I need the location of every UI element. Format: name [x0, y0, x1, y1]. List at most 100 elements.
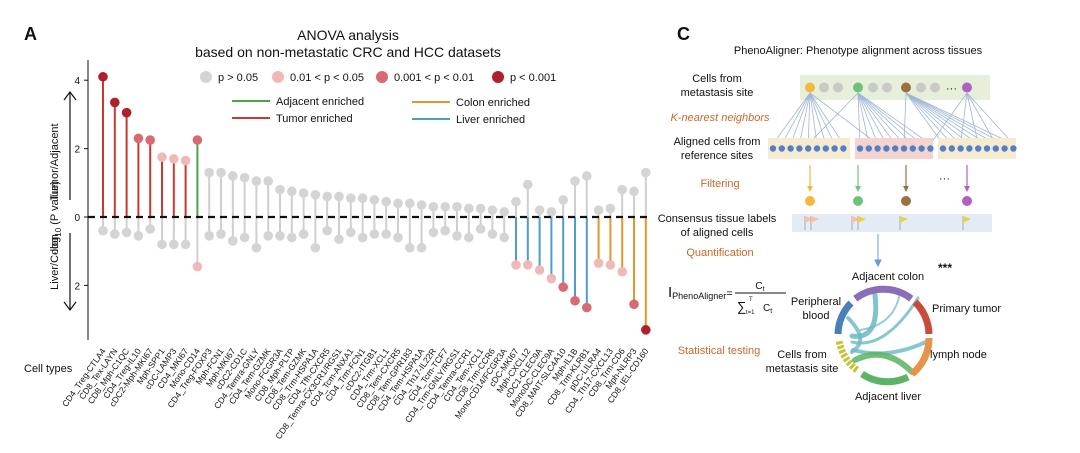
knn-line	[966, 92, 997, 145]
lollipop-point-down	[346, 227, 356, 238]
lollipop-point-up	[617, 184, 627, 195]
chord-label-peripheral-blood-line1: Peripheral	[791, 296, 841, 308]
lollipop-point-down	[546, 273, 557, 284]
lollipop-point-down	[204, 231, 214, 241]
lollipop-point-up	[534, 205, 545, 215]
lollipop-point-up	[416, 200, 427, 210]
lollipop-point-up	[157, 152, 167, 162]
lollipop-point-up	[239, 172, 250, 183]
chord-label-metastasis-line1: Cells from	[777, 349, 827, 361]
ribbon-to-peripheral-blood	[846, 316, 862, 354]
aligned-cell-dot	[983, 145, 991, 152]
knn-line	[903, 92, 907, 145]
chord-label-primary-tumor: Primary tumor	[932, 303, 1001, 315]
lollipop-point-up	[381, 196, 392, 207]
knn-line	[905, 92, 988, 145]
lollipop-point-up	[287, 186, 297, 197]
knn-line	[790, 92, 811, 145]
knn-line	[809, 92, 835, 145]
lollipop-point-down	[499, 232, 510, 243]
lollipop-point-down	[110, 229, 120, 239]
chord-label-metastasis-line2: metastasis site	[766, 363, 839, 375]
arc-primary-tumor	[912, 299, 933, 335]
lollipop-point-up	[334, 191, 344, 202]
enrichment-legend: Adjacent enriched Tumor enriched Colon e…	[232, 96, 530, 126]
lollipop-point-down	[133, 231, 144, 241]
consensus-label-line1: Consensus tissue labels	[658, 213, 777, 225]
lollipop-point-down	[416, 242, 427, 253]
x-tick-labels: CD4_Treg-CTLA4CD8_Tex-LAYNCD8_Mph-C1QCCD…	[60, 346, 651, 441]
flag	[900, 216, 908, 223]
lollipop-point-up	[121, 107, 132, 118]
aligned-cell-dot	[992, 145, 999, 152]
pvalue-legend: p > 0.05 0.01 < p < 0.05 0.001 < p < 0.0…	[200, 71, 556, 84]
lollipop-point-down	[228, 236, 238, 246]
aligned-cell-dot	[892, 145, 899, 152]
panel-a: A ANOVA analysis based on non-metastatic…	[24, 24, 651, 441]
arc-peripheral-blood	[834, 300, 854, 335]
lollipop-point-up	[487, 205, 498, 215]
formula-sum-bottom: t=1	[746, 310, 755, 316]
aligned-cell-dot	[900, 145, 908, 152]
y-axis-label-down: Liver/Colon	[49, 234, 61, 290]
panel-a-letter: A	[24, 24, 37, 44]
filtered-cell-dot	[901, 196, 911, 206]
knn-line	[960, 92, 968, 145]
lollipop-point-down	[381, 229, 392, 239]
filtered-cell-dot	[805, 196, 815, 206]
lollipop-point-down	[582, 302, 592, 313]
formula-lhs: IPhenoAligner=	[668, 284, 733, 301]
metastasis-cell-dot	[833, 82, 843, 93]
statistical-testing-label: Statistical testing	[678, 345, 761, 357]
metastasis-cell-dot	[930, 82, 940, 93]
metastasis-cell-dot	[962, 82, 972, 93]
lollipop-point-up	[110, 97, 120, 108]
panel-c-letter: C	[677, 24, 690, 44]
flag	[963, 216, 971, 223]
knn-line	[857, 92, 870, 145]
flag	[811, 216, 819, 223]
aligned-cell-dot	[865, 145, 872, 152]
pvalue-legend-label-1: p > 0.05	[218, 72, 258, 84]
aligned-cell-dot	[787, 145, 794, 152]
lollipop-point-down	[239, 232, 250, 243]
aligned-cell-dot	[957, 145, 964, 152]
metastasis-cell-dot	[819, 82, 829, 93]
y-tick-label: 0	[74, 213, 80, 224]
flag	[858, 216, 866, 223]
lollipop-point-up	[133, 133, 144, 144]
metastasis-cell-dot	[805, 82, 815, 93]
chord-label-adjacent-liver: Adjacent liver	[855, 391, 921, 403]
knn-line	[807, 92, 859, 145]
chord-label-adjacent-colon: Adjacent colon	[852, 271, 924, 283]
aligned-cell-dot	[796, 145, 803, 152]
lollipop-point-up	[275, 184, 285, 195]
knn-line	[857, 92, 878, 145]
pvalue-legend-dot-2	[272, 71, 284, 83]
lollipop-point-up	[452, 201, 462, 212]
y-tick-label: 2	[74, 145, 80, 156]
aligned-cell-dot	[883, 145, 890, 152]
lollipop-point-down	[393, 232, 403, 243]
legend-label-colon: Colon enriched	[456, 97, 530, 109]
lollipop-point-down	[440, 225, 451, 236]
aligned-cell-dot	[939, 145, 947, 152]
lollipop-point-up	[263, 176, 274, 186]
aligned-cell-dot	[856, 145, 864, 152]
lollipop-point-down	[605, 260, 616, 270]
lollipop-point-down	[593, 258, 604, 268]
aligned-cells-label-line1: Aligned cells from	[674, 136, 761, 148]
lollipop-point-up	[605, 203, 616, 214]
lollipop-point-up	[346, 193, 356, 203]
lollipop-point-up	[98, 71, 108, 82]
lollipop-point-up	[511, 196, 521, 207]
filter-arrows	[805, 165, 972, 206]
lollipop-point-up	[523, 179, 533, 190]
lollipop-point-up	[558, 195, 568, 205]
lollipop-point-up	[228, 171, 238, 181]
pvalue-legend-label-3: 0.001 < p < 0.01	[394, 72, 474, 84]
lollipop-point-down	[452, 231, 462, 241]
lollipop-point-down	[192, 261, 203, 272]
knn-line	[857, 92, 922, 145]
